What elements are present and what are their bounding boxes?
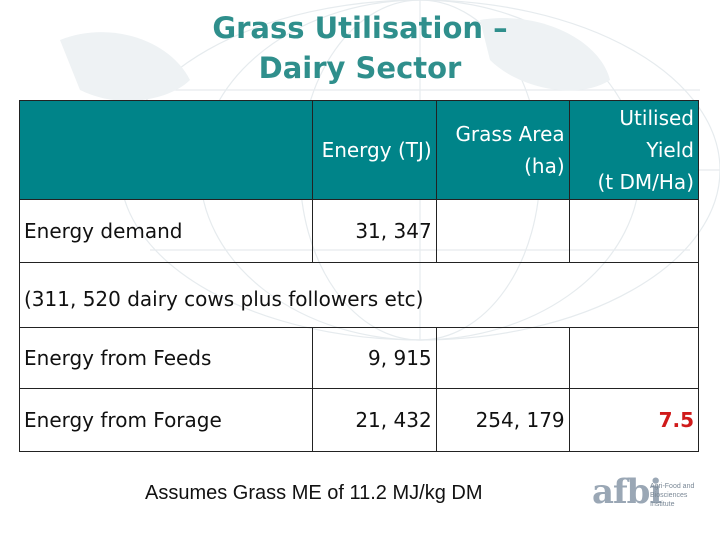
energy-demand-area <box>435 199 570 263</box>
cow-count-note: (311, 520 dairy cows plus followers etc) <box>19 262 699 328</box>
energy-forage-yield-value: 7.5 <box>658 408 694 432</box>
logo-wordmark: afbi <box>592 472 662 512</box>
header-yield-line-3: (t DM/Ha) <box>597 170 695 194</box>
energy-forage-value: 21, 432 <box>312 388 437 452</box>
page-title-line-1: Grass Utilisation – <box>212 11 508 45</box>
table-header-row: Energy (TJ) Grass Area (ha) Utilised Yie… <box>19 100 700 200</box>
energy-feeds-area <box>435 327 570 389</box>
energy-demand-value: 31, 347 <box>312 199 437 263</box>
energy-demand-yield <box>568 199 700 263</box>
header-yield-line-1: Utilised <box>619 106 694 130</box>
afbi-logo: afbi Agri-Food and Biosciences Institute <box>592 468 702 528</box>
energy-feeds-yield <box>568 327 700 389</box>
page-title: Grass Utilisation – Dairy Sector <box>0 8 720 88</box>
energy-forage-area: 254, 179 <box>435 388 570 452</box>
energy-feeds-value: 9, 915 <box>312 327 437 389</box>
table-row-energy-forage: Energy from Forage 21, 432 254, 179 7.5 <box>19 388 700 452</box>
table-row-energy-feeds: Energy from Feeds 9, 915 <box>19 327 700 389</box>
header-grass-area: Grass Area (ha) <box>435 100 570 200</box>
table-row-note: (311, 520 dairy cows plus followers etc) <box>19 262 699 328</box>
page-title-line-2: Dairy Sector <box>258 51 462 85</box>
footnote: Assumes Grass ME of 11.2 MJ/kg DM <box>145 482 483 504</box>
header-energy-label: Energy (TJ) <box>321 138 432 162</box>
cow-count-note-text: (311, 520 dairy cows plus followers etc) <box>24 287 424 311</box>
header-yield-line-2: Yield <box>646 138 694 162</box>
logo-subtitle: Agri-Food and Biosciences Institute <box>650 483 695 508</box>
header-energy: Energy (TJ) <box>312 100 437 200</box>
header-utilised-yield: Utilised Yield (t DM/Ha) <box>568 100 700 200</box>
grass-utilisation-table: Energy (TJ) Grass Area (ha) Utilised Yie… <box>19 100 700 452</box>
table-row-energy-demand: Energy demand 31, 347 <box>19 199 700 263</box>
energy-forage-label: Energy from Forage <box>19 388 313 452</box>
energy-feeds-label: Energy from Feeds <box>19 327 313 389</box>
energy-demand-label: Energy demand <box>19 199 313 263</box>
header-area-line-1: Grass Area <box>455 122 565 146</box>
energy-forage-yield: 7.5 <box>568 388 700 452</box>
header-area-line-2: (ha) <box>524 154 565 178</box>
header-empty-cell <box>19 100 313 200</box>
